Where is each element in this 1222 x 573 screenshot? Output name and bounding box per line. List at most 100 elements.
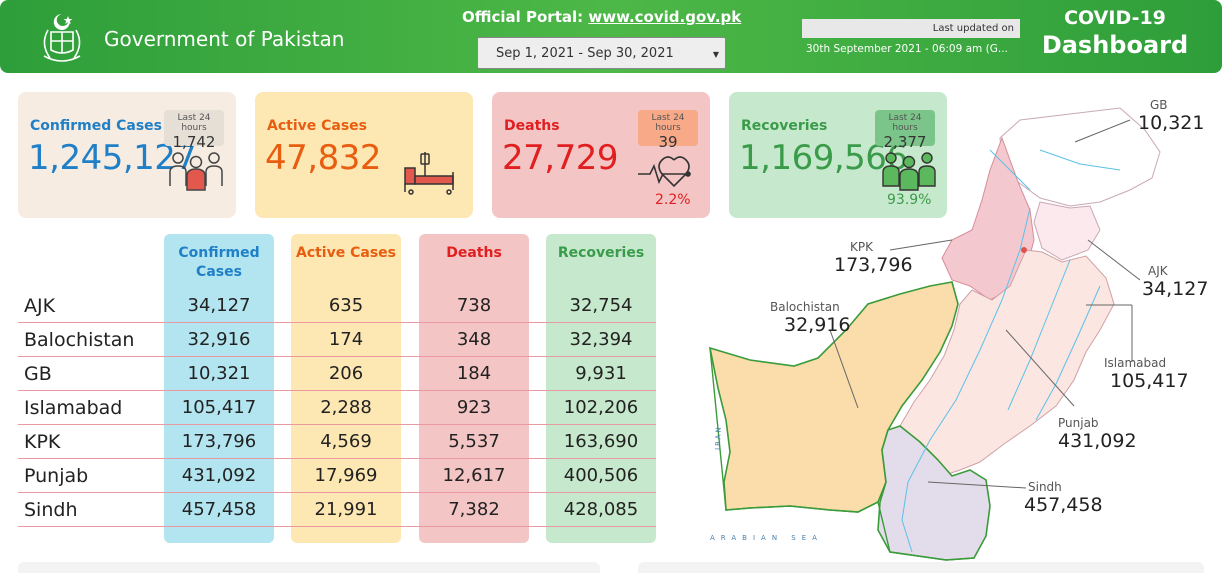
last-updated-value: 30th September 2021 - 06:09 am (G...	[806, 43, 1008, 55]
table-header-confirmed[interactable]: Confirmed Cases	[178, 245, 260, 280]
map-name-sindh: Sindh	[1028, 480, 1062, 494]
table-row[interactable]: KPK 173,796 4,569 5,537 163,690	[18, 425, 656, 459]
deaths-cell: 7,382	[448, 499, 500, 520]
map-label-kpk[interactable]: KPK 173,796	[834, 240, 913, 276]
active-cases-card: Active Cases 47,832	[255, 92, 473, 218]
recoveries-cell: 163,690	[563, 431, 639, 452]
map-label-sindh[interactable]: Sindh 457,458	[1024, 480, 1103, 516]
region-name: Islamabad	[24, 397, 123, 419]
confirmed-cell: 457,458	[181, 499, 257, 520]
people-group-icon	[169, 152, 223, 191]
recoveries-cell: 9,931	[575, 363, 627, 384]
map-name-punjab: Punjab	[1058, 416, 1099, 430]
recoveries-last24-value: 2,377	[883, 133, 927, 151]
map-label-punjab[interactable]: Punjab 431,092	[1058, 416, 1137, 452]
map-drawing: IRAN ARABIAN SEA	[708, 107, 1161, 561]
map-name-ajk: AJK	[1148, 264, 1168, 278]
confirmed-cases-card: Confirmed Cases 1,245,127 Last 24 hours …	[18, 92, 236, 218]
recoveries-card: Recoveries 1,169,566 Last 24 hours 2,377…	[729, 92, 947, 218]
deaths-cell: 738	[456, 295, 492, 316]
map-name-islamabad: Islamabad	[1104, 356, 1167, 370]
active-column-bg	[291, 234, 401, 543]
confirmed-cell: 105,417	[181, 397, 257, 418]
active-cell: 174	[328, 329, 364, 350]
heartbeat-icon	[638, 156, 691, 188]
region-name: AJK	[24, 295, 56, 317]
chevron-down-icon: ▼	[712, 50, 719, 59]
deaths-cell: 923	[456, 397, 492, 418]
active-cell: 21,991	[314, 499, 378, 520]
deaths-percentage: 2.2%	[655, 192, 691, 208]
recoveries-column-bg	[546, 234, 656, 543]
map-value-kpk: 173,796	[834, 254, 913, 276]
portal-link[interactable]: www.covid.gov.pk	[588, 8, 742, 26]
dashboard-title: COVID-19 Dashboard	[1040, 6, 1190, 60]
recovered-people-icon	[882, 152, 936, 191]
recoveries-cell: 102,206	[563, 397, 639, 418]
recoveries-percentage: 93.9%	[887, 192, 932, 208]
map-name-gb: GB	[1150, 98, 1168, 112]
active-cell: 2,288	[320, 397, 372, 418]
dashboard-title-line1: COVID-19	[1064, 7, 1166, 29]
map-value-sindh: 457,458	[1024, 494, 1103, 516]
map-label-ajk[interactable]: AJK 34,127	[1142, 264, 1208, 300]
recoveries-last24-box: Last 24 hours 2,377	[875, 110, 935, 151]
recoveries-cell: 32,394	[569, 329, 633, 350]
table-row[interactable]: Punjab 431,092 17,969 12,617 400,506	[18, 459, 656, 493]
confirmed-cell: 431,092	[181, 465, 257, 486]
map-label-gb[interactable]: GB 10,321	[1138, 98, 1204, 134]
table-row[interactable]: AJK 34,127 635 738 32,754	[18, 289, 656, 323]
table-header-active[interactable]: Active Cases	[295, 245, 396, 261]
region-ajk	[1033, 201, 1101, 261]
region-gb	[999, 107, 1161, 207]
map-label-balochistan[interactable]: Balochistan 32,916	[770, 300, 850, 336]
rivers	[901, 149, 1121, 553]
confirmed-last24-label: Last 24 hours	[177, 113, 211, 133]
date-range-value: Sep 1, 2021 - Sep 30, 2021	[496, 45, 674, 61]
dashboard-title-line2: Dashboard	[1041, 31, 1189, 59]
recoveries-last24-label: Last 24 hours	[888, 113, 922, 133]
confirmed-cell: 10,321	[187, 363, 251, 384]
table-row[interactable]: GB 10,321 206 184 9,931	[18, 357, 656, 391]
confirmed-last24-box: Last 24 hours 1,742	[164, 110, 224, 151]
portal-label: Official Portal:	[462, 8, 589, 26]
active-cell: 635	[328, 295, 364, 316]
government-title: Government of Pakistan	[104, 27, 345, 51]
deaths-value: 27,729	[502, 138, 618, 178]
active-cell: 206	[328, 363, 364, 384]
table-row[interactable]: Balochistan 32,916 174 348 32,394	[18, 323, 656, 357]
deaths-label: Deaths	[504, 118, 560, 134]
region-name: Balochistan	[24, 329, 135, 351]
region-name: GB	[24, 363, 52, 385]
table-row[interactable]: Sindh 457,458 21,991 7,382 428,085	[18, 493, 656, 527]
hospital-bed-icon	[404, 152, 454, 195]
recoveries-cell: 428,085	[563, 499, 639, 520]
confirmed-cell: 173,796	[181, 431, 257, 452]
map-value-islamabad: 105,417	[1110, 370, 1189, 392]
map-value-ajk: 34,127	[1142, 278, 1209, 300]
pakistan-map[interactable]: IRAN ARABIAN SEA GB 10,321 KPK 173,796 A…	[690, 90, 1222, 573]
table-header-deaths[interactable]: Deaths	[446, 245, 502, 261]
confirmed-cell: 34,127	[187, 295, 251, 316]
deaths-last24-label: Last 24 hours	[651, 113, 685, 133]
date-range-select[interactable]: Sep 1, 2021 - Sep 30, 2021 ▼	[477, 37, 726, 69]
region-name: Punjab	[24, 465, 89, 487]
last-updated-label: Last updated on	[802, 19, 1020, 38]
active-cell: 4,569	[320, 431, 372, 452]
table-header-recoveries[interactable]: Recoveries	[557, 245, 645, 261]
recoveries-cell: 32,754	[569, 295, 633, 316]
deaths-column-bg	[419, 234, 529, 543]
confirmed-last24-value: 1,742	[172, 133, 216, 151]
map-name-kpk: KPK	[850, 240, 873, 254]
map-label-islamabad[interactable]: Islamabad 105,417	[1104, 356, 1189, 392]
region-kpk	[941, 136, 1035, 301]
map-value-punjab: 431,092	[1058, 430, 1137, 452]
table-row[interactable]: Islamabad 105,417 2,288 923 102,206	[18, 391, 656, 425]
confirmed-cell: 32,916	[187, 329, 251, 350]
deaths-cell: 348	[456, 329, 492, 350]
iran-label: IRAN	[714, 425, 723, 450]
sea-label: ARABIAN SEA	[710, 534, 823, 542]
deaths-cell: 12,617	[442, 465, 506, 486]
islamabad-marker	[1021, 247, 1027, 253]
